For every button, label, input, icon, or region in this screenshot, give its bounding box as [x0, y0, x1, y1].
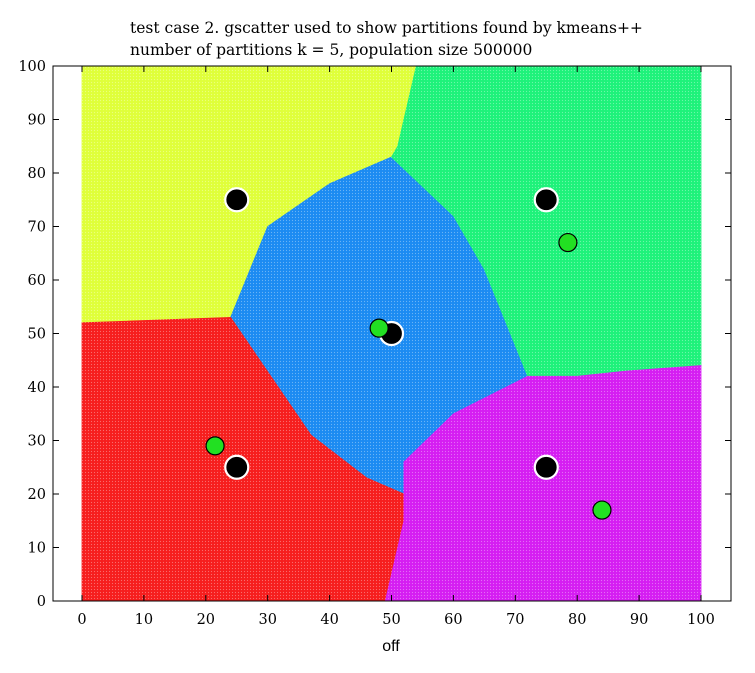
- centroid-markers: [205, 187, 612, 520]
- x-tick-label: 90: [630, 612, 648, 628]
- black-marker-point: [224, 187, 250, 213]
- x-tick-label: 20: [197, 612, 215, 628]
- x-tick-label: 100: [687, 612, 715, 628]
- x-tick-label: 50: [382, 612, 400, 628]
- x-axis-label: off: [382, 638, 400, 655]
- y-tick-label: 90: [28, 113, 46, 129]
- black-marker-point: [224, 454, 250, 480]
- x-tick-label: 70: [506, 612, 524, 628]
- chart-subtitle: number of partitions k = 5, population s…: [130, 41, 532, 59]
- black-marker-point: [533, 187, 559, 213]
- y-tick-label: 60: [28, 273, 46, 289]
- green-marker-point: [369, 318, 389, 338]
- green-marker-point: [592, 500, 612, 520]
- y-tick-label: 70: [28, 220, 46, 236]
- x-tick-label: 10: [135, 612, 153, 628]
- x-tick-label: 30: [258, 612, 276, 628]
- y-tick-label: 100: [18, 59, 46, 75]
- x-tick-label: 60: [444, 612, 462, 628]
- y-tick-label: 20: [28, 487, 46, 503]
- x-tick-label: 0: [77, 612, 86, 628]
- green-marker-point: [558, 232, 578, 253]
- green-marker-point: [205, 436, 225, 456]
- axis-ticks: 0 10 20 30 40 50 60 70 80 90 100 0 10 20 30 40 50 60 70 80 9…: [18, 59, 731, 628]
- chart-title: test case 2. gscatter used to show parti…: [130, 19, 643, 37]
- y-tick-label: 80: [28, 166, 46, 182]
- y-tick-label: 50: [28, 327, 46, 343]
- y-tick-label: 10: [28, 541, 46, 557]
- y-tick-label: 30: [28, 434, 46, 450]
- x-tick-label: 80: [568, 612, 586, 628]
- x-tick-label: 40: [320, 612, 338, 628]
- y-tick-label: 40: [28, 380, 46, 396]
- y-tick-label: 0: [37, 594, 46, 610]
- black-marker-point: [533, 454, 559, 480]
